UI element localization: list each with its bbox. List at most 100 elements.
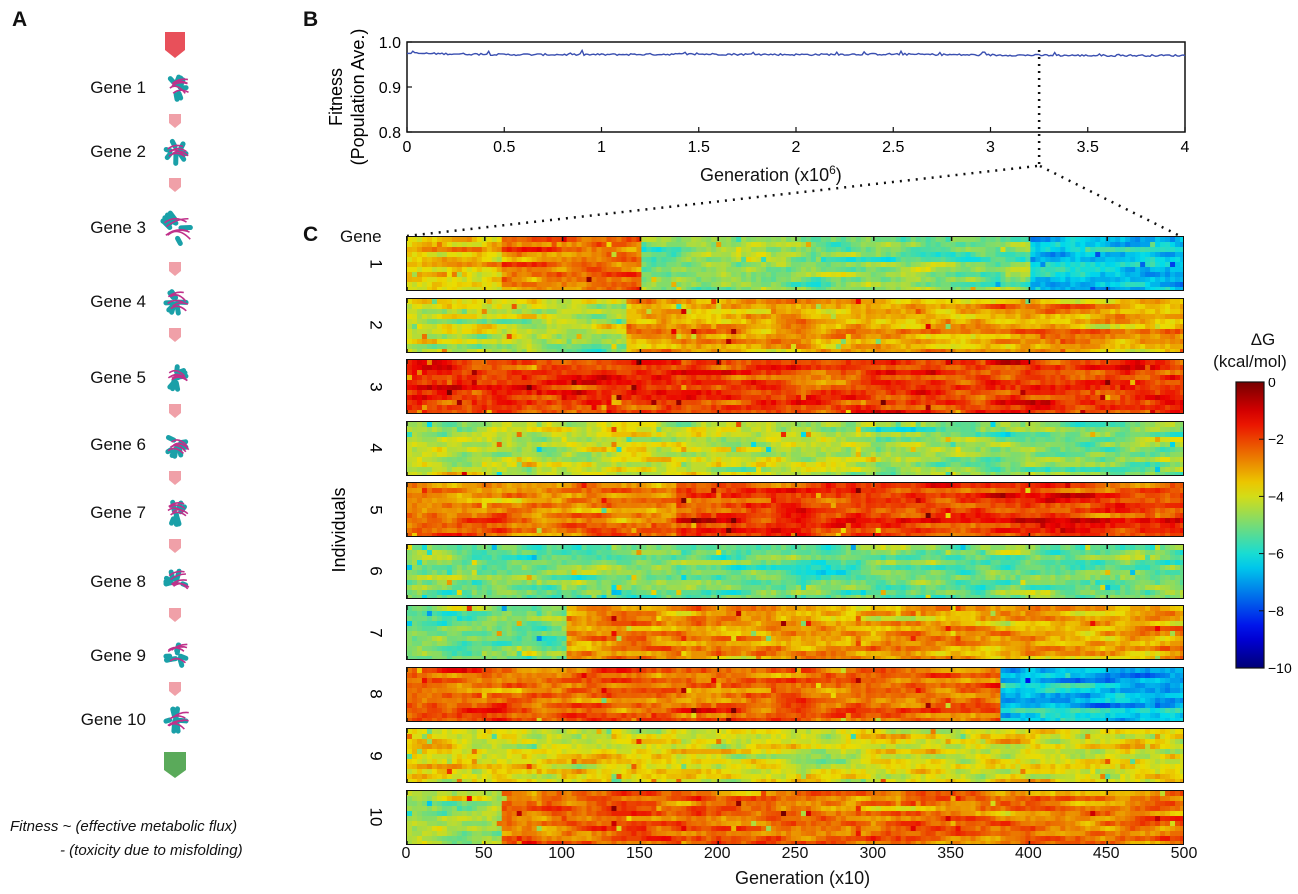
- fitness-xtick-label: 1.5: [688, 139, 710, 156]
- heatmap-strip-gene-8: [406, 666, 1184, 722]
- colorbar-gradient: [1235, 381, 1265, 669]
- pathway-arrow-1: [169, 114, 181, 128]
- fitness-ytick-label: 1.0: [379, 35, 401, 52]
- protein-structure-icon-1: [167, 74, 189, 102]
- fitness-xtick-label: 0: [403, 139, 412, 156]
- panel-letter-c: C: [303, 223, 319, 246]
- fitness-xtick-label: 2.5: [882, 139, 904, 156]
- colorbar-tick-label: −4: [1268, 488, 1284, 504]
- gene-label-6: Gene 6: [90, 435, 146, 454]
- protein-structure-icon-4: [163, 289, 189, 316]
- row-label-gene-4: 4: [360, 433, 390, 463]
- panel-c-ylabel: Individuals: [315, 487, 375, 572]
- panel-letter-a: A: [12, 8, 28, 31]
- row-label-gene-8: 8: [360, 679, 390, 709]
- row-label-gene-6: 6: [360, 556, 390, 586]
- heatmap-xtick-label: 400: [1015, 845, 1042, 862]
- svg-text:2: 2: [367, 320, 386, 329]
- heatmap-strip-gene-2: [406, 297, 1184, 353]
- colorbar: 0 −2 −4 −6 −8 −10: [1235, 378, 1292, 676]
- gene-label-3: Gene 3: [90, 218, 146, 237]
- fitness-xtick-label: 0.5: [493, 139, 515, 156]
- gene-label-9: Gene 9: [90, 646, 146, 665]
- protein-structure-icon-7: [167, 499, 189, 527]
- pathway-arrow-9: [169, 682, 181, 696]
- fitness-equation-line2: - (toxicity due to misfolding): [60, 842, 243, 859]
- pathway-arrow-8: [169, 608, 181, 622]
- pathway-arrow-3: [169, 262, 181, 276]
- svg-text:1: 1: [367, 259, 386, 268]
- fitness-xtick-label: 1: [597, 139, 606, 156]
- protein-structure-icon-6: [165, 435, 190, 459]
- panel-b-ylabel: Fitness (Population Ave.): [326, 29, 386, 166]
- row-label-gene-7: 7: [360, 618, 390, 648]
- colorbar-tick-label: −10: [1268, 660, 1292, 676]
- heatmap-xtick-label: 450: [1092, 845, 1120, 862]
- panel-b-xlabel-exponent: 6: [829, 163, 836, 177]
- fitness-ytick-label: 0.8: [379, 125, 401, 142]
- protein-structure-icon-10: [163, 706, 189, 734]
- panel-c-ylabel-text: Individuals: [329, 487, 349, 572]
- fitness-xtick-label: 3.5: [1077, 139, 1099, 156]
- heatmap-strip-gene-7: [406, 605, 1184, 660]
- fitness-line-chart: 0 0.5 1 1.5 2 2.5 3 3.5 4 1.0 0.9 0.8: [379, 35, 1190, 168]
- panel-c-xlabel: Generation (x10): [735, 868, 871, 888]
- pathway-arrow-2: [169, 178, 181, 192]
- row-label-gene-2: 2: [360, 310, 390, 340]
- heatmap-xtick-label: 150: [626, 845, 653, 862]
- pathway-arrow-4: [169, 328, 181, 342]
- gene-label-7: Gene 7: [90, 503, 146, 522]
- protein-structure-icon-5: [167, 364, 189, 392]
- fitness-xtick-label: 4: [1181, 139, 1190, 156]
- pathway-start-arrow: [165, 32, 185, 58]
- panel-a-pathway: Gene 1 Gene 2 Gene 3 Gene 4 Gene 5 Gene 6 Gene…: [0, 0, 300, 894]
- panel-b-ylabel-line1: Fitness: [326, 68, 346, 126]
- fitness-series-line: [406, 48, 1186, 58]
- heatmap-xtick-label: 50: [474, 845, 493, 862]
- gene-label-10: Gene 10: [80, 710, 146, 729]
- protein-structure-icon-2: [163, 138, 189, 166]
- heatmap-strip-gene-5: [406, 482, 1184, 537]
- protein-structure-icon-9: [163, 642, 189, 668]
- fitness-xtick-label: 3: [986, 139, 995, 156]
- heatmap-xtick-label: 250: [781, 845, 809, 862]
- pathway-arrow-7: [169, 539, 181, 553]
- row-label-gene-3: 3: [360, 372, 390, 402]
- gene-label-8: Gene 8: [90, 572, 146, 591]
- gene-column-header: Gene: [340, 227, 382, 246]
- heatmap-xtick-label: 300: [859, 845, 887, 862]
- row-label-gene-10: 10: [360, 802, 390, 832]
- panel-b-xlabel-text: Generation (x10: [700, 165, 830, 185]
- fitness-xtick-label: 2: [792, 139, 801, 156]
- colorbar-tick-label: −8: [1268, 603, 1284, 619]
- row-label-gene-1: 1: [360, 249, 390, 279]
- panel-letter-b: B: [303, 8, 319, 31]
- gene-label-1: Gene 1: [90, 78, 146, 97]
- colorbar-title-symbol: ΔG: [1250, 330, 1276, 349]
- gene-label-2: Gene 2: [90, 142, 146, 161]
- protein-structure-icon-3: [160, 210, 193, 246]
- heatmap-strip-gene-6: [406, 543, 1184, 599]
- pathway-end-arrow: [164, 752, 186, 778]
- pathway-diagram: [160, 32, 193, 778]
- heatmap-xtick-label: 0: [401, 845, 411, 862]
- colorbar-title-unit: (kcal/mol): [1213, 352, 1287, 371]
- colorbar-tick-label: 0: [1268, 378, 1276, 390]
- heatmap-strip-gene-3: [406, 359, 1184, 414]
- gene-label-5: Gene 5: [90, 368, 146, 387]
- pathway-arrow-5: [169, 404, 181, 418]
- fitness-equation-line1: Fitness ~ (effective metabolic flux): [10, 818, 238, 835]
- protein-structure-icon-8: [163, 568, 190, 590]
- heatmap-strip-gene-9: [406, 728, 1184, 783]
- panel-b-xlabel-close: ): [835, 165, 842, 185]
- panel-b-xlabel: Generation (x106): [700, 163, 842, 186]
- heatmap-strip-gene-4: [406, 420, 1184, 476]
- heatmap-strip-gene-10: [406, 789, 1184, 845]
- row-label-gene-5: 5: [360, 495, 390, 525]
- heatmap-xtick-label: 350: [937, 845, 964, 862]
- panel-b-ylabel-line2: (Population Ave.): [348, 29, 368, 166]
- row-label-gene-9: 9: [360, 741, 390, 771]
- heatmap-strip-gene-1: [406, 236, 1184, 291]
- pathway-arrow-6: [169, 471, 181, 485]
- colorbar-tick-label: −2: [1268, 431, 1284, 447]
